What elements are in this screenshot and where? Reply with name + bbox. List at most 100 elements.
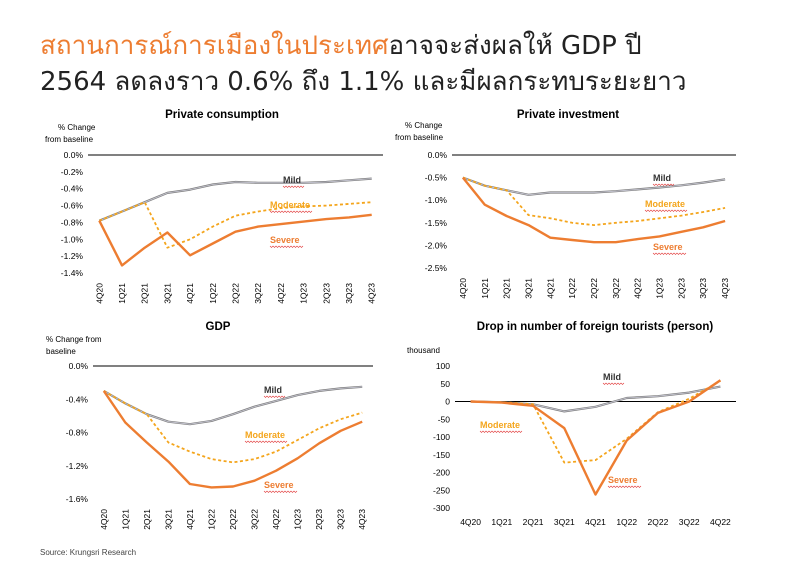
series-line-moderate [103, 390, 363, 464]
y-tick-label: 0.0% [64, 150, 84, 160]
x-tick-label: 4Q20 [458, 278, 468, 299]
series-line-severe [461, 176, 726, 244]
x-tick-label: 2Q22 [228, 509, 238, 530]
y-tick-label: -2.5% [425, 263, 448, 273]
y-tick-label: -1.2% [61, 251, 84, 261]
y-tick-label: -250 [433, 485, 450, 495]
x-tick-label: 3Q21 [523, 278, 533, 299]
y-axis-label-line: % Change from [46, 335, 102, 344]
y-axis-label-line: from baseline [395, 133, 444, 142]
x-tick-label: 3Q23 [698, 278, 708, 299]
spellcheck-underline [652, 183, 675, 186]
x-tick-label: 2Q23 [314, 509, 324, 530]
series-line-mild-highlight [462, 177, 726, 196]
x-tick-label: 1Q22 [208, 283, 218, 304]
x-tick-label: 1Q21 [117, 283, 127, 304]
title-highlight: สถานการณ์การเมืองในประเทศ [40, 31, 389, 61]
x-tick-label: 1Q22 [206, 509, 216, 530]
x-tick-label: 2Q21 [502, 278, 512, 299]
x-tick-label: 1Q21 [491, 517, 512, 527]
x-tick-label: 1Q21 [480, 278, 490, 299]
x-tick-label: 1Q22 [616, 517, 637, 527]
spellcheck-underline [263, 395, 286, 398]
y-tick-label: -2.0% [425, 240, 448, 250]
y-tick-label: -100 [433, 432, 450, 442]
x-tick-label: 4Q22 [633, 278, 643, 299]
y-tick-label: -1.2% [66, 461, 89, 471]
x-tick-label: 3Q22 [679, 517, 700, 527]
chart-foreign-tourists: Drop in number of foreign tourists (pers… [407, 321, 736, 527]
chart-private-investment: Private investment % Change from baseline 0… [395, 109, 736, 299]
x-tick-label: 3Q22 [253, 283, 263, 304]
series-line-mild-highlight [103, 386, 363, 425]
x-tick-label: 3Q23 [336, 509, 346, 530]
y-tick-label: -0.8% [66, 428, 89, 438]
chart-private-consumption: Private consumption % Change from baseline… [45, 109, 383, 304]
x-tick-label: 2Q22 [589, 278, 599, 299]
spellcheck-underline [479, 430, 523, 433]
x-tick-label: 3Q22 [611, 278, 621, 299]
x-tick-label: 1Q23 [299, 283, 309, 304]
series-line-mild [470, 385, 721, 413]
y-tick-label: -0.2% [61, 167, 84, 177]
y-axis-label-line: % Change [58, 123, 96, 132]
y-tick-label: 0.0% [428, 150, 448, 160]
x-tick-label: 4Q20 [94, 283, 104, 304]
x-tick-label: 2Q21 [523, 517, 544, 527]
x-tick-label: 4Q23 [357, 509, 367, 530]
x-tick-label: 3Q21 [162, 283, 172, 304]
y-tick-label: -0.6% [61, 201, 84, 211]
y-tick-label: 50 [441, 379, 451, 389]
y-tick-label: -150 [433, 450, 450, 460]
x-tick-label: 2Q23 [321, 283, 331, 304]
x-tick-label: 4Q21 [185, 283, 195, 304]
source-note: Source: Krungsri Research [40, 548, 137, 557]
x-tick-label: 2Q21 [140, 283, 150, 304]
series-label-moderate: Moderate [645, 199, 685, 209]
spellcheck-underline [607, 485, 642, 488]
y-tick-label: -1.5% [425, 218, 448, 228]
y-tick-label: 0 [445, 397, 450, 407]
spellcheck-underline [602, 382, 625, 385]
x-tick-label: 3Q21 [554, 517, 575, 527]
y-tick-label: 0.0% [69, 361, 89, 371]
y-axis-label-line: thousand [407, 346, 440, 355]
x-tick-label: 4Q21 [585, 517, 606, 527]
series-line-severe [98, 213, 372, 267]
x-tick-label: 3Q22 [250, 509, 260, 530]
x-tick-label: 4Q20 [460, 517, 481, 527]
y-tick-label: -0.4% [61, 184, 84, 194]
x-tick-label: 2Q22 [648, 517, 669, 527]
x-tick-label: 1Q22 [567, 278, 577, 299]
y-tick-label: -50 [438, 414, 451, 424]
spellcheck-underline [282, 185, 305, 188]
spellcheck-underline [269, 245, 304, 248]
spellcheck-underline [244, 440, 288, 443]
series-label-moderate: Moderate [270, 200, 310, 210]
y-tick-label: -300 [433, 503, 450, 513]
title-line-2: 2564 ลดลงราว 0.6% ถึง 1.1% และมีผลกระทบร… [40, 67, 687, 97]
y-tick-label: -1.0% [61, 234, 84, 244]
x-tick-label: 4Q21 [185, 509, 195, 530]
y-tick-label: -1.6% [66, 494, 89, 504]
series-label-mild: Mild [603, 372, 621, 382]
chart-title: Drop in number of foreign tourists (pers… [477, 321, 714, 333]
series-line-moderate [470, 380, 721, 464]
y-tick-label: -200 [433, 468, 450, 478]
spellcheck-underline [269, 210, 313, 213]
x-tick-label: 4Q22 [710, 517, 731, 527]
y-tick-label: -0.5% [425, 173, 448, 183]
series-line-mild [98, 177, 372, 222]
x-tick-label: 4Q22 [276, 283, 286, 304]
slide-title: สถานการณ์การเมืองในประเทศอาจจะส่งผลให้ G… [40, 28, 686, 100]
x-tick-label: 4Q22 [271, 509, 281, 530]
series-line-severe [102, 390, 363, 489]
x-tick-label: 4Q21 [545, 278, 555, 299]
x-tick-label: 4Q23 [367, 283, 377, 304]
y-axis-label-line: % Change [405, 121, 443, 130]
y-tick-label: -0.4% [66, 394, 89, 404]
y-tick-label: -1.4% [61, 268, 84, 278]
series-line-mild [103, 385, 363, 426]
series-line-mild-highlight [99, 178, 372, 222]
title-rest: อาจจะส่งผลให้ GDP ปี [388, 31, 642, 61]
